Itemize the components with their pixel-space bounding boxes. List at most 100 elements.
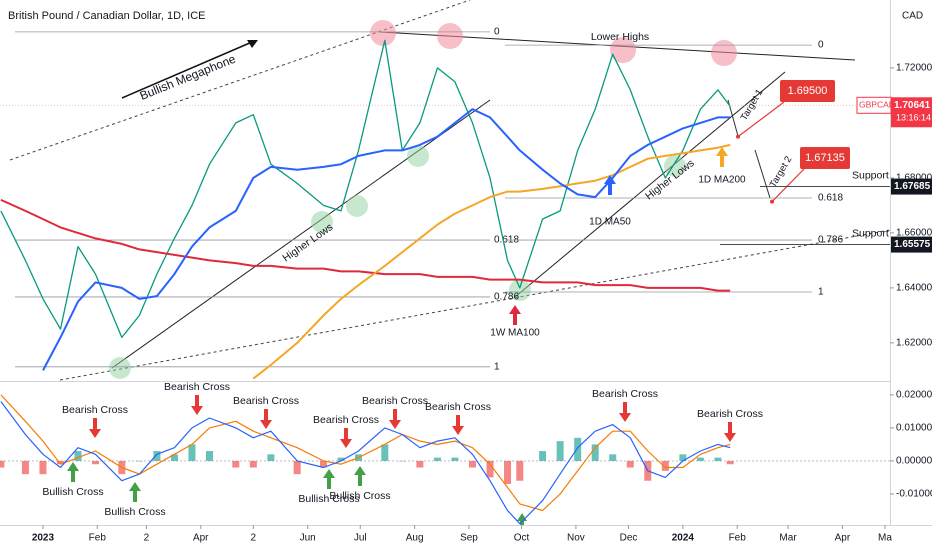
histogram-bar xyxy=(516,460,524,481)
x-tick-label: Jul xyxy=(354,533,367,544)
series-line xyxy=(0,39,731,339)
x-tick-label: Nov xyxy=(567,533,585,544)
bottom-circle xyxy=(346,195,368,217)
fib-label: 0.618 xyxy=(818,193,843,204)
current-price: 1.70641 xyxy=(894,100,931,111)
histogram-bar xyxy=(170,454,178,461)
up-arrow xyxy=(354,466,366,486)
histogram-bar xyxy=(556,441,564,461)
cross-label: Bearish Cross xyxy=(313,414,379,426)
up-arrow xyxy=(604,175,616,195)
support-label: Support 1 xyxy=(852,169,898,181)
series-line xyxy=(252,143,731,380)
bottom-circle xyxy=(407,145,429,167)
histogram-bar xyxy=(398,460,406,462)
x-tick-label: Dec xyxy=(620,533,638,544)
megaphone-arrow xyxy=(121,41,253,99)
x-tick-label: Jun xyxy=(300,533,316,544)
histogram-bar xyxy=(153,451,161,461)
cross-label: Bearish Cross xyxy=(164,381,230,393)
fib-label: 0.786 xyxy=(818,235,843,246)
histogram-bar xyxy=(726,460,734,465)
x-tick-label: Apr xyxy=(193,533,209,544)
x-tick-label: Mar xyxy=(779,533,797,544)
cross-label: Bullish Cross xyxy=(42,486,103,498)
histogram-bar xyxy=(188,444,196,461)
histogram-bar xyxy=(337,457,345,461)
histogram-bar xyxy=(267,454,275,461)
cross-label: Bearish Cross xyxy=(697,408,763,420)
bullish-arrow xyxy=(517,513,527,525)
x-tick-label: Aug xyxy=(406,533,424,544)
histogram-bar xyxy=(381,444,389,461)
target-price: 1.67135 xyxy=(805,152,845,164)
histogram-bar xyxy=(696,457,704,461)
support-tag xyxy=(891,236,932,253)
currency: CAD xyxy=(902,11,923,22)
histogram-bar xyxy=(679,454,687,461)
arrow-head xyxy=(247,40,258,48)
histogram-bar xyxy=(319,460,327,468)
target-box xyxy=(780,80,835,102)
histogram-bar xyxy=(433,457,441,461)
target-path xyxy=(754,149,771,199)
support-price: 1.67685 xyxy=(894,181,931,192)
up-arrow xyxy=(716,147,728,167)
histogram-bar xyxy=(249,460,257,468)
histogram-bar xyxy=(626,460,634,468)
down-arrow xyxy=(452,415,464,435)
histogram-bar xyxy=(504,460,512,485)
cross-label: Bearish Cross xyxy=(362,395,428,407)
series-line xyxy=(42,108,731,371)
cross-label: Bullish Cross xyxy=(329,490,390,502)
bottom-circle xyxy=(311,211,333,233)
down-arrow xyxy=(619,402,631,422)
down-arrow xyxy=(724,422,736,442)
down-arrow xyxy=(389,409,401,429)
histogram-bar xyxy=(539,451,547,461)
y-tick-label: 1.64000 xyxy=(896,283,932,294)
target-point xyxy=(770,199,774,204)
megaphone-lower xyxy=(59,229,890,381)
histogram-bar xyxy=(92,460,100,465)
down-arrow xyxy=(340,428,352,448)
symbol-label: GBPCAD xyxy=(859,100,895,110)
cross-label: Bullish Cross xyxy=(104,506,165,518)
price-tag xyxy=(891,97,932,128)
target-link xyxy=(771,168,805,203)
y-tick-label: 0.01000 xyxy=(896,423,932,434)
bottom-markers xyxy=(109,145,686,379)
x-tick-label: Feb xyxy=(729,533,747,544)
y-tick-label: 0.02000 xyxy=(896,390,932,401)
y-tick-label: -0.01000 xyxy=(896,489,932,500)
x-tick-label: 2 xyxy=(144,533,150,544)
fib-label: 0.786 xyxy=(494,292,519,303)
x-tick-label: 2 xyxy=(251,533,257,544)
x-tick-label: Sep xyxy=(460,533,478,544)
x-tick-label: 2023 xyxy=(32,533,55,544)
cross-label: Bearish Cross xyxy=(425,401,491,413)
down-arrow xyxy=(260,409,272,429)
target-price: 1.69500 xyxy=(788,85,828,97)
histogram-bar xyxy=(39,460,47,475)
histogram-bar xyxy=(21,460,29,475)
target-link xyxy=(737,101,785,138)
countdown: 13:16:14 xyxy=(896,113,931,123)
x-tick-label: Feb xyxy=(89,533,107,544)
histogram-bar xyxy=(451,457,459,461)
top-circle xyxy=(711,40,737,66)
histogram-bar xyxy=(574,437,582,461)
top-circle xyxy=(437,23,463,49)
x-tick-label: Ma xyxy=(878,533,892,544)
y-tick-label: 1.72000 xyxy=(896,63,932,74)
bottom-circle xyxy=(509,279,531,301)
top-circle xyxy=(610,37,636,63)
ma-label: 1D MA50 xyxy=(589,217,631,228)
histogram-bar xyxy=(609,454,617,461)
histogram-bar xyxy=(56,460,64,465)
x-tick-label: 2024 xyxy=(672,533,695,544)
support-price: 1.65575 xyxy=(894,239,931,250)
